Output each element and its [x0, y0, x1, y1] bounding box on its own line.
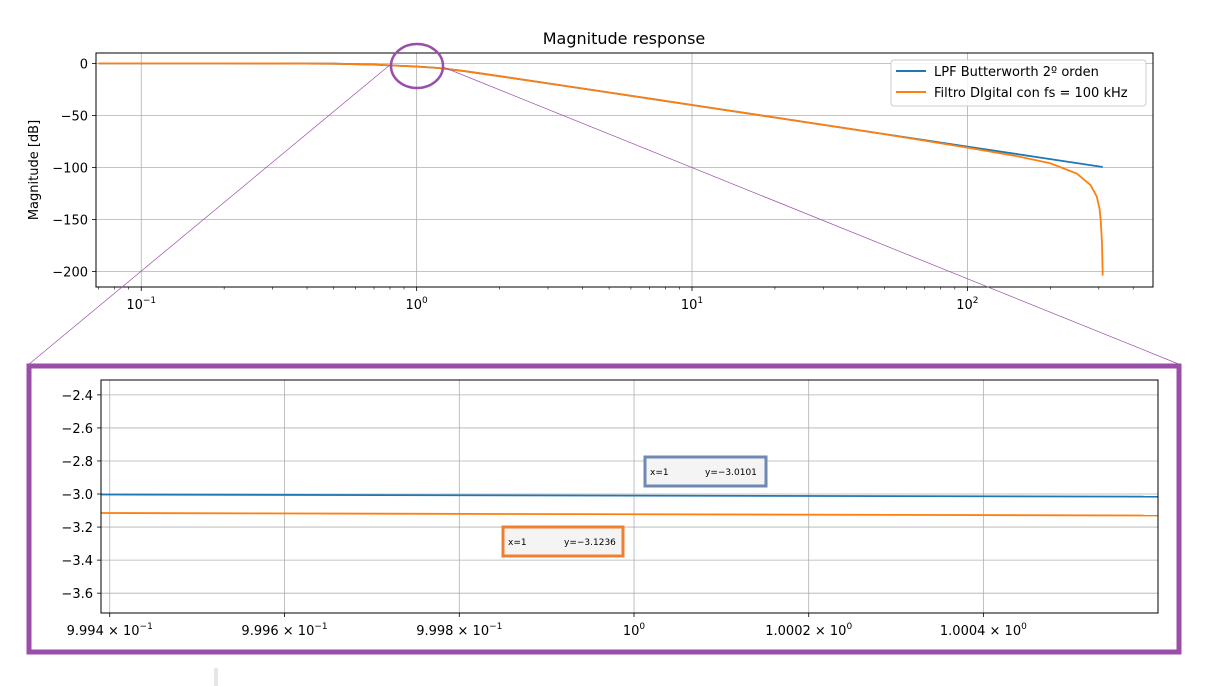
- y-tick-label: 0: [80, 57, 88, 72]
- y-ticks: −2.4 −2.6 −2.8 −3.0 −3.2 −3.4 −3.6: [61, 389, 101, 602]
- y-tick-label: −3.0: [61, 488, 93, 503]
- plot-frame: [95, 52, 1154, 288]
- y-axis-label: Magnitude [dB]: [27, 120, 42, 220]
- legend-entry-digital: Filtro DIgital con fs = 100 kHz: [934, 86, 1128, 101]
- x-ticks: 9.994 × 10−1 9.996 × 10−1 9.998 × 10−1 100 1…: [67, 613, 1027, 639]
- y-tick-label: −100: [52, 161, 88, 176]
- zoom-connector-right: [442, 66, 1182, 366]
- datatip-y: y=−3.1236: [564, 538, 616, 548]
- y-tick-label: −50: [61, 109, 88, 124]
- magnitude-response-chart: Magnitude response Magnitude [dB] 0 −50 −1…: [27, 29, 1154, 313]
- zoom-indicator: [26, 42, 1182, 655]
- legend-box: [890, 59, 1147, 107]
- series-lines: [98, 62, 1104, 276]
- datatip-box: [643, 455, 768, 488]
- zoom-inset-frame: [26, 363, 1182, 655]
- datatip-digital: x=1 y=−3.1236: [501, 525, 625, 558]
- bottom-mark: [214, 668, 218, 686]
- datatip-butterworth: x=1 y=−3.0101: [643, 455, 768, 488]
- series-line-1: [98, 62, 1104, 276]
- y-tick-label: −2.4: [61, 389, 93, 404]
- series-lines: [100, 493, 1159, 517]
- datatip-box: [501, 525, 625, 558]
- y-tick-label: −3.6: [61, 587, 93, 602]
- y-tick-label: −3.4: [61, 554, 93, 569]
- zoom-chart: −2.4 −2.6 −2.8 −3.0 −3.2 −3.4 −3.6 9.994 × 10−…: [61, 379, 1159, 639]
- x-tick-label: 100: [623, 622, 646, 639]
- x-tick-label: 100: [405, 296, 428, 313]
- chart-title: Magnitude response: [543, 29, 706, 48]
- series-line-0: [100, 493, 1159, 498]
- zoom-connector-left: [27, 63, 392, 366]
- datatip-x: x=1: [508, 538, 527, 548]
- legend: LPF Butterworth 2º orden Filtro DIgital …: [890, 59, 1147, 107]
- x-ticks: 10−1 100 101 102: [98, 287, 1134, 313]
- datatip-y: y=−3.0101: [705, 468, 757, 478]
- x-tick-label: 9.996 × 10−1: [241, 622, 327, 639]
- zoom-circle: [389, 42, 445, 90]
- x-tick-label: 101: [681, 296, 703, 313]
- x-tick-label: 102: [956, 296, 978, 313]
- x-tick-label: 1.0004 × 100: [940, 622, 1027, 639]
- y-ticks: 0 −50 −100 −150 −200: [52, 57, 96, 280]
- legend-entry-butterworth: LPF Butterworth 2º orden: [934, 65, 1099, 80]
- datatip-x: x=1: [650, 468, 669, 478]
- y-tick-label: −3.2: [61, 521, 93, 536]
- x-tick-label: 10−1: [126, 296, 156, 313]
- y-tick-label: −2.6: [61, 422, 93, 437]
- y-tick-label: −150: [52, 213, 88, 228]
- y-tick-label: −200: [52, 265, 88, 280]
- plot-frame: [100, 379, 1159, 614]
- x-tick-label: 9.998 × 10−1: [416, 622, 502, 639]
- series-line-1: [100, 512, 1159, 517]
- x-tick-label: 1.0002 × 100: [765, 622, 852, 639]
- y-tick-label: −2.8: [61, 455, 93, 470]
- x-tick-label: 9.994 × 10−1: [67, 622, 153, 639]
